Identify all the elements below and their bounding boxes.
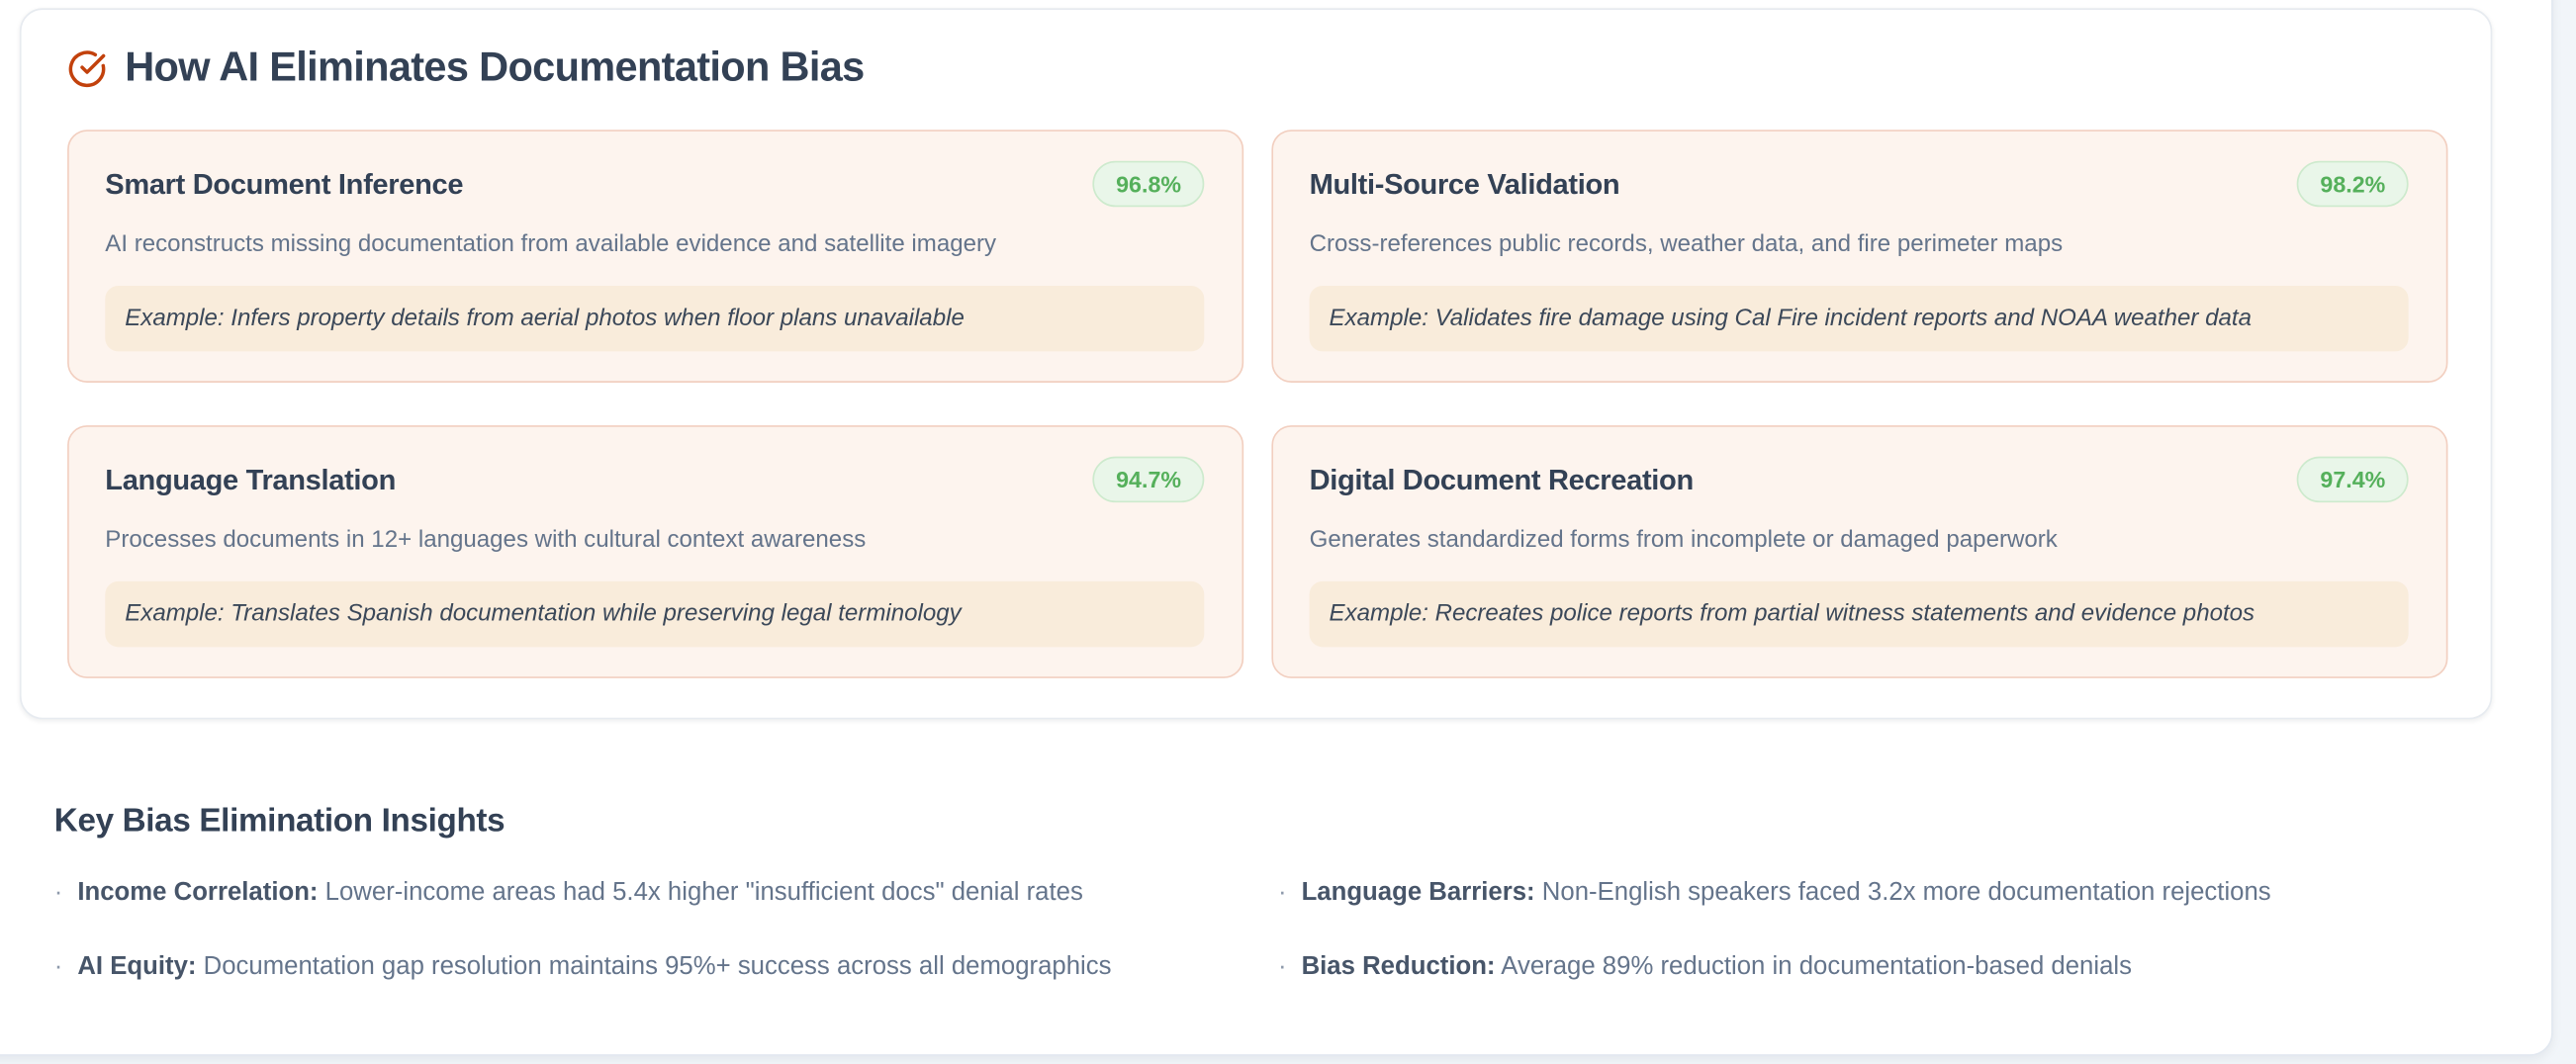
method-example: Example: Validates fire damage using Cal… [1309,285,2409,352]
method-example: Example: Recreates police reports from p… [1309,580,2409,648]
insight-bias-reduction: · Bias Reduction: Average 89% reduction … [1278,948,2486,984]
method-title: Multi-Source Validation [1309,167,1620,201]
success-rate-badge: 94.7% [1092,456,1205,503]
bullet-dot: · [1278,951,1287,980]
insight-text: Documentation gap resolution maintains 9… [203,951,1112,980]
insight-text-block: Income Correlation: Lower-income areas h… [77,875,1082,911]
insights-title: Key Bias Elimination Insights [53,803,506,840]
insight-ai-equity: · AI Equity: Documentation gap resolutio… [54,948,1278,984]
insight-text-block: Language Barriers: Non-English speakers … [1302,875,2271,911]
insight-label: Bias Reduction: [1301,951,1496,980]
insight-label: AI Equity: [77,951,197,980]
method-title: Digital Document Recreation [1309,462,1695,495]
insights-section: Key Bias Elimination Insights · Income C… [54,803,2486,984]
insight-text: Lower-income areas had 5.4x higher "insu… [324,878,1083,907]
insights-grid: · Income Correlation: Lower-income areas… [54,875,2486,984]
method-title: Language Translation [105,462,397,495]
success-rate-badge: 97.4% [2297,456,2409,503]
method-card-header: Multi-Source Validation 98.2% [1310,161,2409,208]
insight-language-barriers: · Language Barriers: Non-English speaker… [1278,875,2486,911]
insight-label: Language Barriers: [1301,878,1535,907]
insight-income-correlation: · Income Correlation: Lower-income areas… [54,875,1278,911]
methods-grid: Smart Document Inference 96.8% AI recons… [67,130,2448,678]
success-rate-badge: 96.8% [1092,161,1205,208]
bullet-dot: · [1278,878,1287,907]
method-example: Example: Translates Spanish documentatio… [105,580,1205,648]
success-rate-badge: 98.2% [2297,161,2409,208]
method-card-multi-source-validation: Multi-Source Validation 98.2% Cross-refe… [1271,130,2448,383]
card-header: How AI Eliminates Documentation Bias [67,43,2447,94]
method-card-smart-document-inference: Smart Document Inference 96.8% AI recons… [67,130,1244,383]
method-description: Processes documents in 12+ languages wit… [105,527,867,555]
bullet-dot: · [53,878,63,907]
insight-label: Income Correlation: [77,878,319,907]
method-description: Cross-references public records, weather… [1309,231,2064,259]
insight-text: Average 89% reduction in documentation-b… [1501,951,2133,980]
method-card-language-translation: Language Translation 94.7% Processes doc… [67,425,1244,678]
insight-text-block: Bias Reduction: Average 89% reduction in… [1302,948,2132,984]
method-card-header: Smart Document Inference 96.8% [105,161,1205,208]
check-circle-icon [67,48,107,88]
bias-elimination-card: How AI Eliminates Documentation Bias Sma… [19,8,2493,720]
card-title: How AI Eliminates Documentation Bias [125,44,865,91]
method-example: Example: Infers property details from ae… [105,285,1205,352]
bullet-dot: · [53,951,63,980]
insight-text-block: AI Equity: Documentation gap resolution … [77,948,1111,984]
method-description: Generates standardized forms from incomp… [1309,527,2058,555]
method-card-header: Language Translation 94.7% [105,456,1205,503]
insight-text: Non-English speakers faced 3.2x more doc… [1541,878,2271,907]
method-card-header: Digital Document Recreation 97.4% [1309,456,2409,503]
method-description: AI reconstructs missing documentation fr… [105,231,997,259]
method-title: Smart Document Inference [105,167,464,201]
method-card-digital-document-recreation: Digital Document Recreation 97.4% Genera… [1271,425,2448,678]
